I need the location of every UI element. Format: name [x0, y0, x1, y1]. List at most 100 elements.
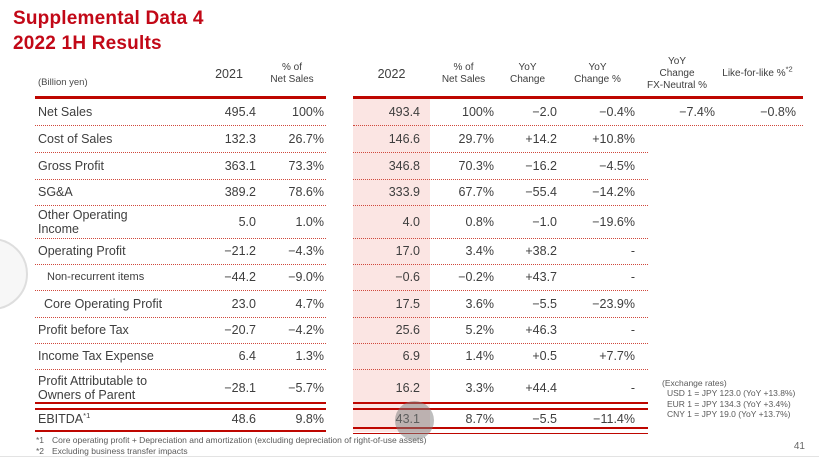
highlight-2022-column: [353, 99, 430, 432]
table-row: Net Sales 495.4 100% 493.4 100% −2.0 −0.4% −7.4…: [35, 99, 803, 126]
col-header-like-for-like: Like-for-like %*2: [717, 64, 798, 80]
cell-v2022: 493.4: [388, 105, 420, 119]
row-label: Operating Profit: [35, 244, 200, 258]
row-label: Net Sales: [35, 105, 200, 119]
cell-p2022: 70.3%: [458, 158, 494, 173]
col-header-yoy-fx-neutral: YoY Change FX-Neutral %: [646, 56, 707, 91]
row-label-text: Operating Profit: [38, 244, 126, 258]
cell-v2021: 6.4: [238, 349, 256, 363]
cell-p2022: 3.3%: [465, 380, 495, 395]
col-header-2021: 2021: [215, 67, 243, 81]
cell-p2022: −0.2%: [458, 270, 494, 284]
cell-yoy: +46.3: [525, 323, 557, 337]
row-label-text: Cost of Sales: [38, 131, 113, 146]
cell-p2021: −5.7%: [288, 380, 324, 395]
row-label-text: Core Operating Profit: [44, 296, 163, 311]
row-label: Income Tax Expense: [35, 349, 200, 363]
cell-yoyp: −14.2%: [592, 185, 635, 199]
cell-lfl: −0.8%: [760, 105, 796, 119]
footnote-1-ref: *1: [36, 435, 45, 445]
footnote-1-text: Core operating profit + Depreciation and…: [52, 435, 427, 445]
cell-yoyp: +7.7%: [599, 349, 635, 363]
row-label: EBITDA*1: [35, 412, 200, 426]
footnote-1: *1 Core operating profit + Depreciation a…: [36, 435, 426, 446]
row-label-text: Net Sales: [38, 105, 93, 119]
cell-p2021: 1.0%: [295, 214, 325, 229]
cell-yoy: −2.0: [532, 105, 557, 119]
cell-p2021: 26.7%: [288, 131, 324, 146]
cell-v2022: 333.9: [388, 185, 420, 199]
slide-title-line1: Supplemental Data 4: [13, 8, 204, 29]
table-row: Profit before Tax −20.7 −4.2% 25.6 5.2% +46.3…: [35, 317, 798, 344]
cell-yoy: −55.4: [525, 185, 557, 199]
cell-v2021: 363.1: [224, 158, 256, 173]
table-body: Net Sales 495.4 100% 493.4 100% −2.0 −0.4% −7.4…: [35, 99, 803, 434]
like-for-like-label: Like-for-like %: [722, 68, 786, 79]
cell-yoy: +14.2: [525, 131, 557, 146]
cell-v2022: 146.6: [388, 131, 420, 146]
row-label: Profit Attributable to Owners of Parent: [35, 374, 200, 402]
cell-p2022: 29.7%: [458, 131, 494, 146]
exchange-rate-eur: EUR 1 = JPY 134.3 (YoY +3.4%): [667, 398, 791, 409]
prev-slide-button[interactable]: [0, 238, 28, 310]
cell-p2021: −4.2%: [288, 323, 324, 337]
row-label-text: Non-recurrent items: [47, 271, 145, 283]
cell-p2021: 4.7%: [295, 296, 325, 311]
row-label: Gross Profit: [35, 159, 200, 173]
table-row: Cost of Sales 132.3 26.7% 146.6 29.7% +14.2 +1…: [35, 125, 798, 153]
cell-yoyp: -: [630, 270, 635, 284]
cell-v2022: 4.0: [402, 214, 420, 229]
table-row: Core Operating Profit 23.0 4.7% 17.5 3.6% −5.…: [35, 290, 798, 318]
cell-yoyp: -: [630, 323, 635, 337]
row-label-text: EBITDA: [38, 412, 84, 426]
cell-yoy: +43.7: [525, 270, 557, 284]
table-row: Non-recurrent items −44.2 −9.0% −0.6 −0.2% +4…: [35, 264, 798, 291]
page-number: 41: [793, 441, 805, 452]
cell-p2021: 78.6%: [288, 185, 324, 199]
cell-p2022: 100%: [462, 105, 494, 119]
cell-v2021: 495.4: [224, 105, 256, 119]
cell-yoyp: −23.9%: [592, 296, 635, 311]
cell-p2022: 3.4%: [465, 244, 495, 258]
row-label: Cost of Sales: [35, 132, 200, 146]
cell-v2022: 16.2: [395, 380, 420, 395]
table-row: Income Tax Expense 6.4 1.3% 6.9 1.4% +0.5 +7.7…: [35, 343, 798, 370]
exchange-rates-note: (Exchange rates) USD 1 = JPY 123.0 (YoY …: [662, 378, 795, 420]
table-row: Operating Profit −21.2 −4.3% 17.0 3.4% +38.2 -: [35, 238, 798, 265]
like-for-like-footnote-ref: *2: [785, 64, 793, 74]
cell-yoy: +44.4: [525, 380, 557, 395]
cell-yoyp: −4.5%: [599, 158, 635, 173]
table-row: Gross Profit 363.1 73.3% 346.8 70.3% −16.2 −4.…: [35, 152, 798, 180]
row-label: Profit before Tax: [35, 323, 200, 337]
col-header-yoy-change: YoY Change: [509, 62, 546, 85]
cell-v2022: 17.5: [395, 296, 420, 311]
cell-v2022: 17.0: [395, 244, 420, 258]
cell-p2022: 8.7%: [465, 412, 495, 426]
table-header: (Billion yen) 2021 % of Net Sales 2022 %…: [35, 52, 798, 96]
cell-yoyp: −0.4%: [599, 105, 635, 119]
cell-p2021: 9.8%: [295, 412, 325, 426]
row-label-text: Profit Attributable to Owners of Parent: [38, 373, 148, 402]
cell-yoy: −16.2: [525, 158, 557, 173]
cell-yoyp: −11.4%: [593, 412, 635, 426]
cell-v2021: −20.7: [224, 323, 256, 337]
unit-label: (Billion yen): [38, 77, 88, 88]
col-header-yoy-change-pct: YoY Change %: [574, 62, 621, 85]
table-row: Other Operating Income 5.0 1.0% 4.0 0.8% −1.0…: [35, 205, 798, 239]
cell-v2021: −21.2: [224, 244, 256, 258]
cell-p2021: 73.3%: [288, 158, 324, 173]
row-label-text: Other Operating Income: [38, 207, 128, 236]
table-row: EBITDA*148.69.8%43.18.7%−5.5−11.4%: [35, 406, 798, 434]
slide-title: Supplemental Data 4 2022 1H Results: [13, 6, 204, 56]
cell-yoy: −5.5: [532, 412, 557, 426]
col-header-pct-net-sales-2022: % of Net Sales: [441, 62, 486, 85]
cell-p2022: 1.4%: [465, 349, 495, 363]
table-row: SG&A 389.2 78.6% 333.9 67.7% −55.4 −14.2%: [35, 179, 798, 206]
cell-yoy: +38.2: [525, 244, 557, 258]
table-row: Profit Attributable to Owners of Parent −…: [35, 369, 798, 410]
slide-bottom-edge: [0, 456, 819, 457]
cell-v2021: 389.2: [224, 185, 256, 199]
row-label-text: Gross Profit: [38, 158, 104, 173]
cell-v2022: 25.6: [395, 323, 420, 337]
cell-p2022: 0.8%: [465, 214, 495, 229]
